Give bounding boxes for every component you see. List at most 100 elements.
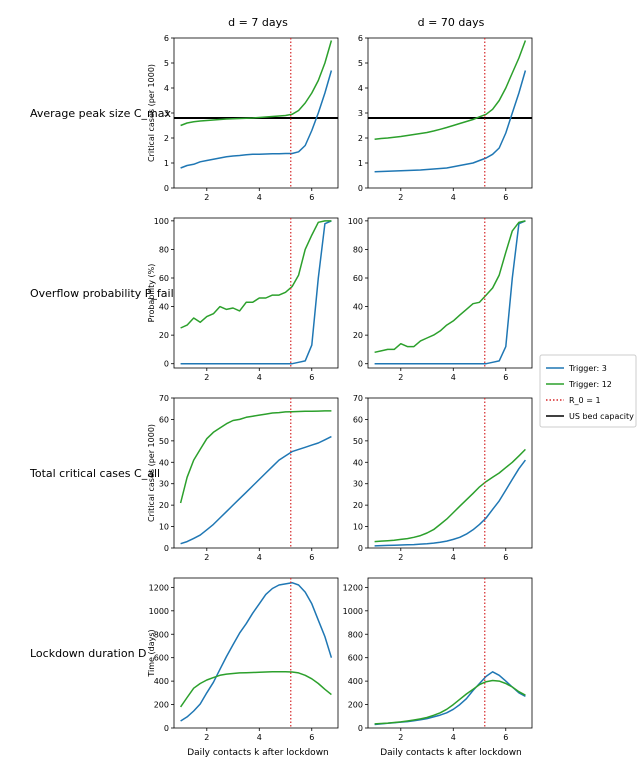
row-label-4: Lockdown duration D: [30, 647, 147, 660]
x-tick-label: 2: [398, 373, 403, 382]
x-tick-label: 2: [204, 373, 209, 382]
y-tick-label: 3: [164, 109, 169, 118]
y-tick-label: 0: [164, 544, 169, 553]
y-tick-label: 4: [358, 84, 363, 93]
y-tick-label: 100: [154, 217, 169, 226]
x-tick-label: 4: [451, 733, 456, 742]
y-tick-label: 0: [358, 544, 363, 553]
y-tick-label: 6: [358, 34, 363, 43]
y-tick-label: 400: [154, 677, 169, 686]
x-tick-label: 6: [503, 553, 508, 562]
y-axis-label: Probability (%): [147, 264, 156, 323]
y-tick-label: 800: [154, 630, 169, 639]
x-tick-label: 4: [257, 193, 262, 202]
x-tick-label: 6: [503, 193, 508, 202]
row-label-2: Overflow probability P_fail: [30, 287, 174, 300]
y-tick-label: 600: [348, 654, 363, 663]
series-line-trigger-12: [179, 410, 332, 504]
panel-r4-c2: 0 200 400 600 800 1000 1200 2 4 6: [343, 577, 533, 742]
y-tick-label: 60: [353, 274, 363, 283]
y-tick-label: 60: [353, 415, 363, 424]
series-line-trigger-3: [180, 435, 332, 545]
y-tick-label: 40: [159, 458, 169, 467]
y-tick-label: 1200: [343, 583, 363, 592]
y-tick-label: 5: [164, 59, 169, 68]
x-tick-label: 6: [309, 733, 314, 742]
series-line-trigger-3: [374, 459, 526, 547]
x-tick-label: 2: [398, 193, 403, 202]
y-tick-label: 40: [353, 458, 363, 467]
x-tick-label: 6: [309, 193, 314, 202]
legend-label-r0: R_0 = 1: [569, 396, 601, 405]
panels: 0 1 2 3 4 5 6 2 4 6 Critical cases (per 1000) 0 1 2 3 4…: [147, 34, 533, 742]
axes-frame: [173, 217, 339, 369]
x-tick-label: 6: [503, 733, 508, 742]
y-axis-label: Critical cases (per 1000): [147, 424, 156, 522]
y-tick-label: 30: [353, 480, 363, 489]
x-tick-label: 6: [309, 553, 314, 562]
series-line-trigger-3: [180, 70, 333, 169]
y-tick-label: 800: [348, 630, 363, 639]
x-tick-label: 4: [257, 373, 262, 382]
x-tick-label: 4: [257, 553, 262, 562]
x-tick-label: 2: [398, 733, 403, 742]
series-line-trigger-12: [180, 40, 333, 127]
x-tick-label: 6: [309, 373, 314, 382]
y-tick-label: 2: [164, 134, 169, 143]
legend-label-bed-capacity: US bed capacity: [569, 412, 634, 421]
y-tick-label: 600: [154, 654, 169, 663]
axes-frame: [367, 217, 533, 369]
y-tick-label: 1: [358, 159, 363, 168]
x-tick-label: 6: [503, 373, 508, 382]
panel-r2-c1: 0 20 40 60 80 100 2 4 6 Probability (%): [147, 217, 339, 382]
y-tick-label: 400: [348, 677, 363, 686]
y-tick-label: 5: [358, 59, 363, 68]
x-tick-label: 2: [204, 553, 209, 562]
x-tick-label: 2: [204, 193, 209, 202]
y-tick-label: 200: [348, 701, 363, 710]
axes-frame: [173, 577, 339, 729]
y-tick-label: 40: [353, 303, 363, 312]
col-title-2: d = 70 days: [418, 16, 485, 29]
y-tick-label: 0: [358, 360, 363, 369]
x-tick-label: 4: [451, 553, 456, 562]
y-tick-label: 3: [358, 109, 363, 118]
x-tick-label: 4: [451, 193, 456, 202]
legend: Trigger: 3 Trigger: 12 R_0 = 1 US bed ca…: [539, 354, 637, 428]
panel-r3-c1: 0 10 20 30 40 50 60 70 2 4 6 Critical cases (per 10…: [147, 394, 339, 562]
y-tick-label: 50: [353, 437, 363, 446]
y-tick-label: 60: [159, 274, 169, 283]
row-label-3: Total critical cases C_all: [29, 467, 160, 480]
panel-r4-c1: 0 200 400 600 800 1000 1200 2 4 6 Time (days): [147, 577, 339, 742]
y-tick-label: 20: [353, 501, 363, 510]
y-tick-label: 0: [358, 724, 363, 733]
y-tick-label: 30: [159, 480, 169, 489]
y-tick-label: 40: [159, 303, 169, 312]
panel-r1-c1: 0 1 2 3 4 5 6 2 4 6 Critical cases (per 1000): [147, 34, 339, 202]
axes-frame: [367, 577, 533, 729]
y-tick-label: 80: [353, 245, 363, 254]
y-tick-label: 20: [159, 501, 169, 510]
legend-label-trigger-12: Trigger: 12: [568, 380, 612, 389]
y-tick-label: 1000: [343, 607, 363, 616]
axes-frame: [173, 397, 339, 549]
axes-frame: [367, 37, 533, 189]
y-tick-label: 0: [164, 724, 169, 733]
row-label-1: Average peak size C_max: [30, 107, 171, 120]
y-tick-label: 4: [164, 84, 169, 93]
axes-frame: [173, 37, 339, 189]
series-line-trigger-12: [179, 671, 332, 708]
y-axis-label: Time (days): [147, 629, 156, 677]
col-title-1: d = 7 days: [228, 16, 288, 29]
series-line-trigger-12: [180, 220, 332, 329]
y-tick-label: 1200: [149, 583, 169, 592]
x-axis-label-2: Daily contacts k after lockdown: [380, 748, 522, 758]
y-tick-label: 1000: [149, 607, 169, 616]
series-line-trigger-12: [374, 40, 527, 141]
x-tick-label: 2: [204, 733, 209, 742]
x-tick-label: 2: [398, 553, 403, 562]
y-tick-label: 2: [358, 134, 363, 143]
y-tick-label: 0: [164, 360, 169, 369]
y-tick-label: 60: [159, 415, 169, 424]
panel-r3-c2: 0 10 20 30 40 50 60 70 2 4 6: [353, 394, 533, 562]
